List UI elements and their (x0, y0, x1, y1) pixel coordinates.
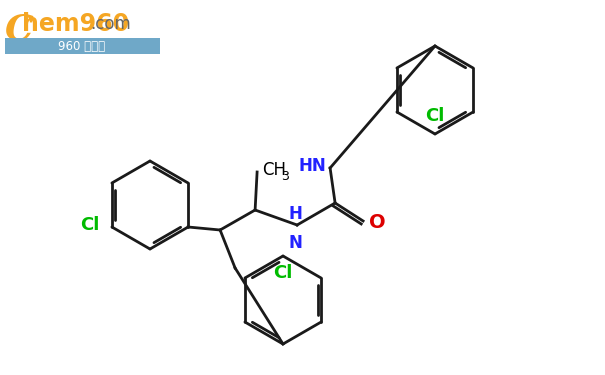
Text: hem960: hem960 (22, 12, 129, 36)
FancyBboxPatch shape (5, 38, 160, 54)
Text: Cl: Cl (273, 264, 293, 282)
Text: O: O (369, 213, 385, 232)
Text: 3: 3 (281, 170, 289, 183)
Text: CH: CH (262, 161, 286, 179)
Text: Cl: Cl (425, 107, 445, 125)
Text: N: N (288, 234, 302, 252)
Text: 960 化工网: 960 化工网 (59, 39, 105, 53)
Text: H: H (288, 205, 302, 223)
Text: .com: .com (90, 15, 131, 33)
Text: Cl: Cl (80, 216, 100, 234)
Text: C: C (5, 13, 34, 47)
Text: HN: HN (298, 157, 326, 175)
FancyBboxPatch shape (2, 2, 160, 54)
